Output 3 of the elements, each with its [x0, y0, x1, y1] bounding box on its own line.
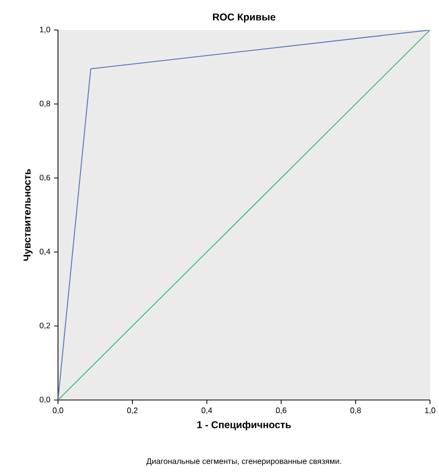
- y-axis-title: Чувствительность: [24, 169, 33, 261]
- x-axis-title: 1 - Специфичность: [197, 420, 291, 430]
- chart-title: ROC Кривые: [212, 13, 276, 22]
